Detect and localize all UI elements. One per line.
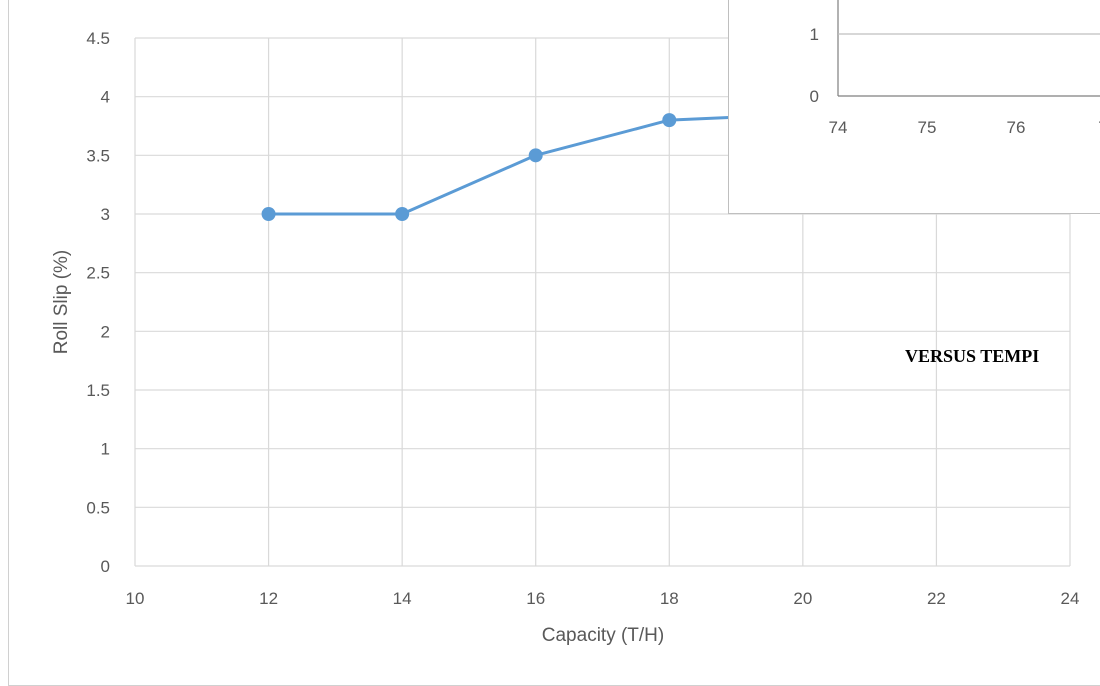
inset-x-tick-label: 74 (829, 118, 848, 137)
y-axis-label: Roll Slip (%) (51, 250, 72, 355)
data-point (395, 207, 410, 221)
data-point (528, 148, 543, 163)
y-tick-label: 1.5 (86, 381, 110, 400)
x-tick-label: 12 (259, 589, 278, 608)
x-tick-label: 20 (793, 589, 812, 608)
y-tick-label: 3.5 (86, 146, 110, 165)
inset-tick-labels: 0 1 74 75 76 7 (810, 25, 1100, 137)
x-tick-label: 24 (1061, 589, 1080, 608)
x-tick-label: 22 (927, 589, 946, 608)
overlay-heading-text: VERSUS TEMPI (905, 346, 1040, 366)
y-tick-label: 2.5 (86, 264, 110, 283)
inset-x-tick-label: 75 (918, 118, 937, 137)
inset-chart: 0 1 74 75 76 7 (810, 0, 1100, 137)
x-tick-label: 14 (393, 589, 412, 608)
data-point (662, 113, 677, 128)
tick-labels: 0 0.5 1 1.5 2 2.5 3 3.5 4 4.5 10 12 14 16 18 20 22 24 (86, 29, 1079, 608)
y-tick-label: 2 (101, 322, 110, 341)
y-tick-label: 3 (101, 205, 110, 224)
inset-chart-frame: 0 1 74 75 76 7 (728, 0, 1100, 214)
x-axis-label: Capacity (T/H) (542, 625, 664, 646)
inset-x-tick-label: 7 (1098, 118, 1100, 137)
inset-grid-lines (837, 0, 1100, 97)
y-tick-label: 4.5 (86, 29, 110, 48)
x-tick-label: 18 (660, 589, 679, 608)
inset-y-tick-label: 1 (810, 25, 819, 44)
x-tick-label: 16 (526, 589, 545, 608)
y-tick-label: 0 (101, 557, 110, 576)
y-tick-label: 4 (101, 88, 110, 107)
inset-y-tick-label: 0 (810, 87, 819, 106)
y-tick-label: 1 (101, 440, 110, 459)
y-tick-label: 0.5 (86, 498, 110, 517)
data-point (261, 207, 276, 221)
inset-x-tick-label: 76 (1007, 118, 1026, 137)
x-tick-label: 10 (126, 589, 145, 608)
